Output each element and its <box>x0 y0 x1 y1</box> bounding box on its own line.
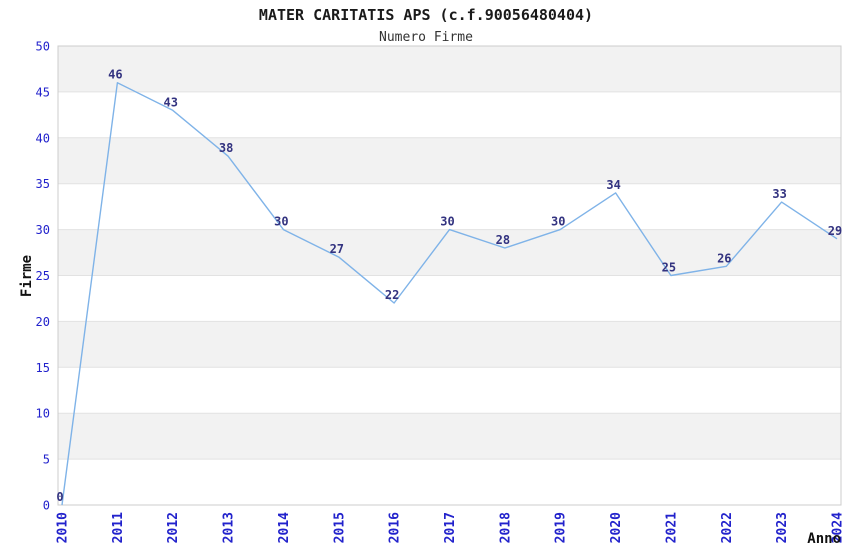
y-axis-tick-labels: 0 5 10 15 20 25 30 35 40 45 50 <box>36 40 50 513</box>
x-axis-title: Anno <box>807 531 841 547</box>
data-label: 38 <box>219 141 233 155</box>
plot-band <box>58 413 841 460</box>
data-label: 22 <box>385 288 399 302</box>
x-tick-label: 2022 <box>720 512 735 543</box>
series-line <box>61 82 838 506</box>
x-tick-label: 2015 <box>332 512 347 543</box>
data-label: 26 <box>717 251 731 265</box>
x-tick-label: 2018 <box>498 512 513 543</box>
data-labels: 0 46 43 38 30 27 22 30 28 30 34 25 26 33 29 <box>56 68 842 504</box>
plot-band <box>58 137 841 184</box>
data-label: 30 <box>274 215 288 229</box>
y-tick-label: 5 <box>43 453 50 467</box>
y-tick-label: 50 <box>36 40 50 54</box>
data-label: 30 <box>440 215 454 229</box>
plot-bands <box>58 46 841 460</box>
data-label: 43 <box>163 95 177 109</box>
x-tick-label: 2017 <box>443 512 458 543</box>
x-tick-label: 2013 <box>222 512 237 543</box>
data-label: 46 <box>108 68 122 82</box>
y-tick-label: 30 <box>36 223 50 237</box>
y-axis-title: Firme <box>19 255 35 297</box>
data-label: 28 <box>496 233 510 247</box>
data-label: 34 <box>606 178 620 192</box>
y-tick-label: 15 <box>36 361 50 375</box>
y-tick-label: 45 <box>36 85 50 99</box>
x-tick-label: 2012 <box>166 512 181 543</box>
x-tick-label: 2020 <box>609 512 624 543</box>
chart-title: MATER CARITATIS APS (c.f.90056480404) <box>259 6 593 24</box>
plot-band <box>58 321 841 368</box>
x-tick-label: 2024 <box>831 512 846 543</box>
grid-lines <box>58 91 841 460</box>
data-label: 33 <box>772 187 786 201</box>
data-label: 29 <box>828 224 842 238</box>
x-tick-label: 2010 <box>56 512 71 543</box>
x-axis-tick-labels: 2010 2011 2012 2013 2014 2015 2016 2017 2018 2019… <box>56 512 846 543</box>
data-label: 30 <box>551 215 565 229</box>
x-tick-label: 2011 <box>111 512 126 543</box>
data-label: 0 <box>56 490 63 504</box>
y-tick-label: 20 <box>36 315 50 329</box>
plot-band <box>58 46 841 92</box>
x-tick-label: 2016 <box>388 512 403 543</box>
data-label: 25 <box>662 261 676 275</box>
y-tick-label: 25 <box>36 269 50 283</box>
x-tick-label: 2014 <box>277 512 292 543</box>
y-tick-label: 40 <box>36 131 50 145</box>
x-tick-label: 2021 <box>664 512 679 543</box>
y-tick-label: 0 <box>43 499 50 513</box>
data-label: 27 <box>330 242 344 256</box>
chart-subtitle: Numero Firme <box>379 30 473 45</box>
y-tick-label: 35 <box>36 177 50 191</box>
plot-band <box>58 229 841 276</box>
plot-border <box>57 45 842 506</box>
x-tick-label: 2023 <box>775 512 790 543</box>
x-tick-label: 2019 <box>554 512 569 543</box>
y-tick-label: 10 <box>36 407 50 421</box>
